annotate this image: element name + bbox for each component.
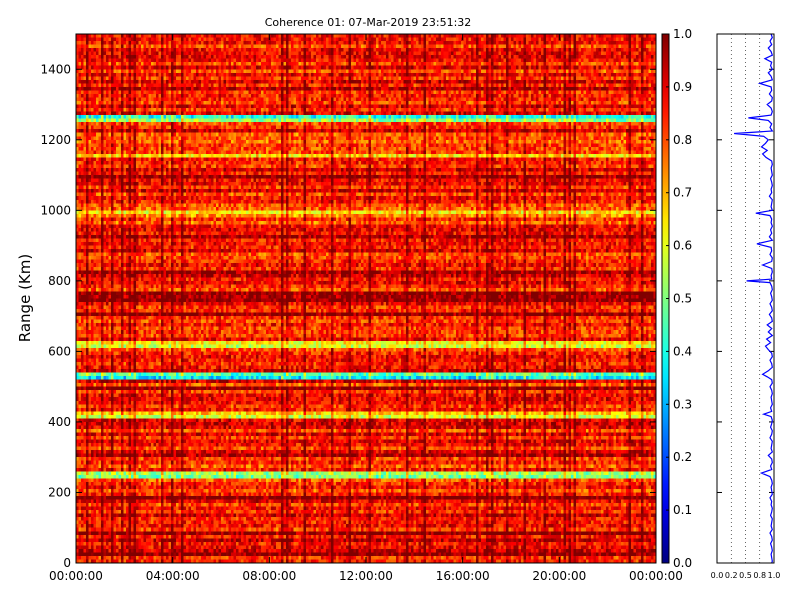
profile-x-tick-label: 1.0 (768, 571, 781, 580)
colorbar-tick-label: 0.4 (673, 344, 692, 358)
x-tick-label: 12:00:00 (339, 569, 393, 583)
heatmap-cells (76, 34, 656, 563)
y-tick-label: 400 (48, 415, 71, 429)
y-tick-label: 1000 (40, 203, 71, 217)
colorbar-tick-label: 0.5 (673, 292, 692, 306)
colorbar-tick-label: 0.0 (673, 556, 692, 570)
x-tick-label: 08:00:00 (242, 569, 296, 583)
x-tick-label: 00:00:00 (49, 569, 103, 583)
profile-series-line (734, 33, 774, 564)
colorbar-tick-label: 0.9 (673, 80, 692, 94)
x-tick-label: 00:00:00 (629, 569, 683, 583)
profile-x-tick-label: 0.2 (725, 571, 738, 580)
x-tick-label: 16:00:00 (436, 569, 490, 583)
profile-x-tick-label: 0.8 (753, 571, 766, 580)
profile-frame (716, 33, 775, 564)
profile-plot: 0.0 0.2 0.5 0.8 1.0 (711, 33, 781, 580)
colorbar-axis: 0.0 0.1 0.2 0.3 0.4 0.5 0.6 0.7 0.8 0.9 1.0 (666, 27, 692, 570)
x-tick-label: 20:00:00 (532, 569, 586, 583)
y-tick-label: 800 (48, 274, 71, 288)
y-tick-label: 0 (63, 556, 71, 570)
profile-x-tick-label: 0.0 (711, 571, 724, 580)
colorbar-tick-label: 0.2 (673, 450, 692, 464)
colorbar (662, 34, 669, 563)
heatmap (76, 34, 656, 563)
colorbar-tick-label: 1.0 (673, 27, 692, 41)
y-axis-label: Range (Km) (16, 254, 34, 342)
heatmap-axes: 0 200 400 600 800 1000 1200 1400 00:00:00 04:00:0… (40, 34, 683, 583)
colorbar-tick-label: 0.6 (673, 239, 692, 253)
y-tick-label: 1200 (40, 133, 71, 147)
colorbar-tick-label: 0.7 (673, 186, 692, 200)
colorbar-gradient (662, 34, 669, 563)
y-tick-label: 600 (48, 344, 71, 358)
profile-x-tick-label: 0.5 (739, 571, 752, 580)
y-tick-label: 200 (48, 485, 71, 499)
chart-title: Coherence 01: 07-Mar-2019 23:51:32 (265, 16, 472, 29)
colorbar-tick-label: 0.1 (673, 503, 692, 517)
x-tick-label: 04:00:00 (146, 569, 200, 583)
y-tick-label: 1400 (40, 62, 71, 76)
colorbar-tick-label: 0.3 (673, 397, 692, 411)
colorbar-tick-label: 0.8 (673, 133, 692, 147)
